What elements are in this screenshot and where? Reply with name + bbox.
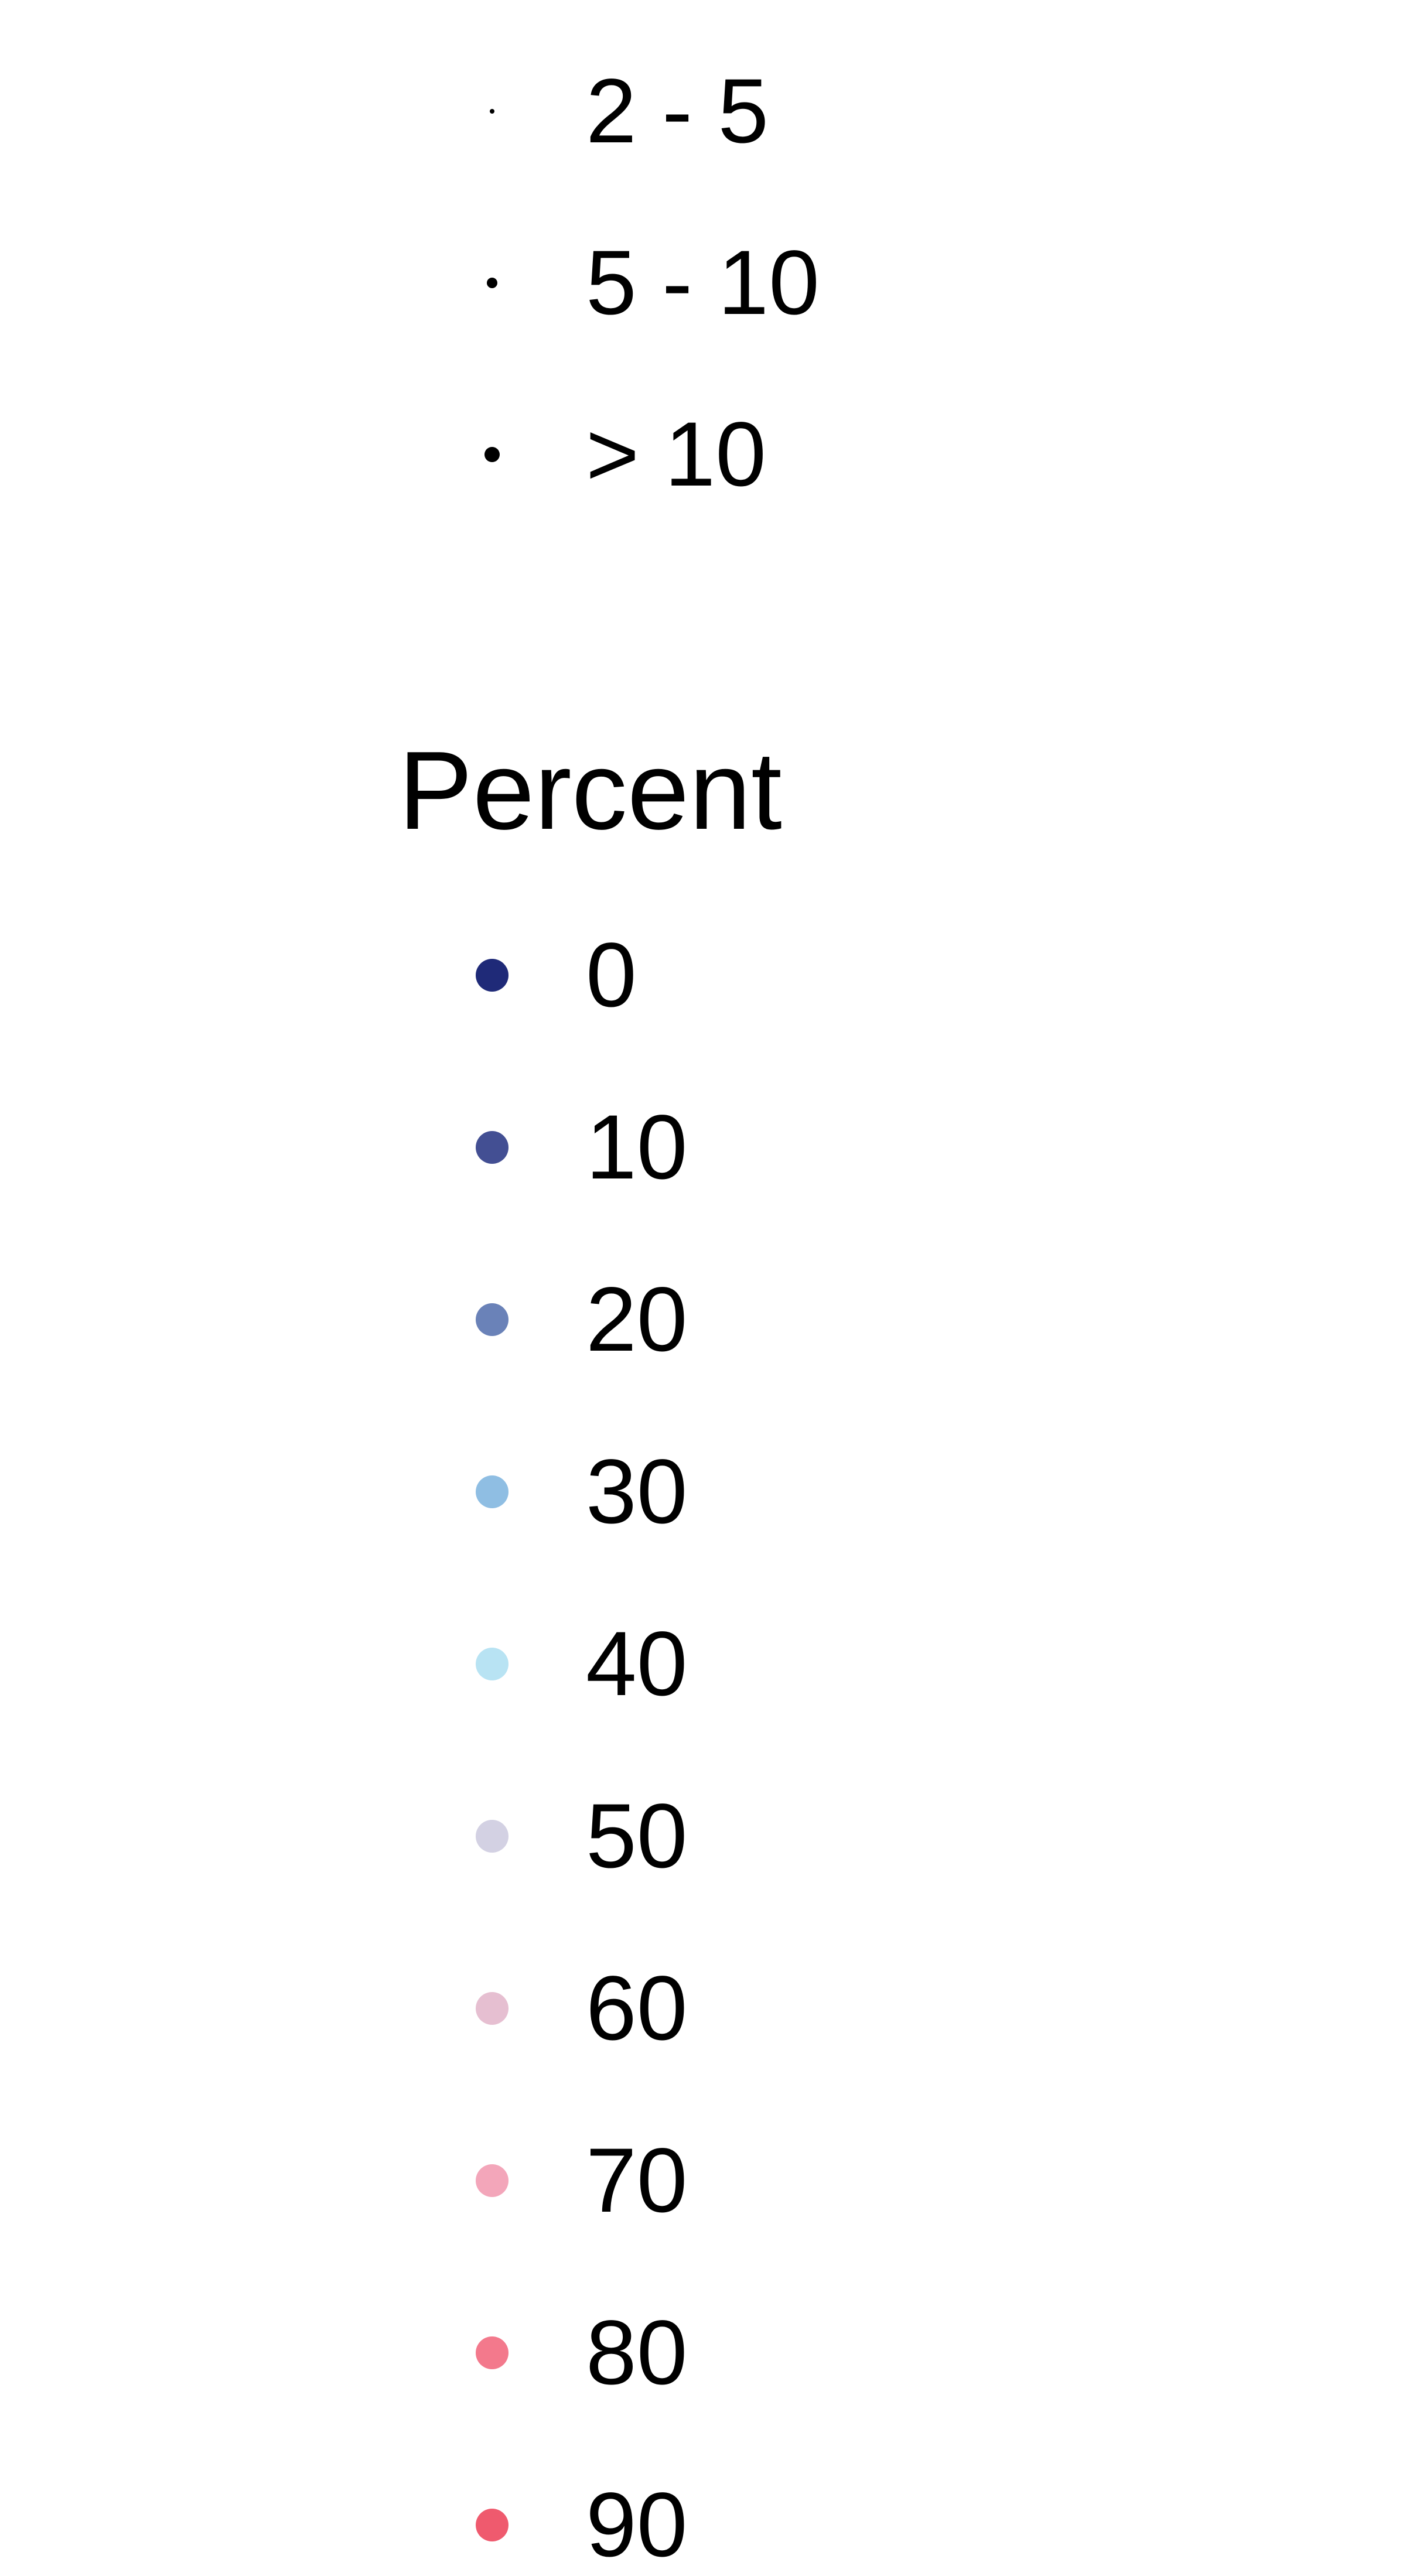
percent-legend-label: 50 <box>586 1785 688 1887</box>
percent-legend-marker <box>476 2509 509 2541</box>
percent-legend-item: 60 <box>0 0 1406 2054</box>
percent-legend-item: 30 <box>0 0 1406 1538</box>
size-legend-marker <box>484 447 500 462</box>
percent-legend-label: 70 <box>586 2130 688 2232</box>
percent-legend-marker <box>476 1648 509 1680</box>
size-legend-label: 5 - 10 <box>586 232 820 334</box>
percent-legend-item: 40 <box>0 0 1406 1710</box>
percent-legend-label: 90 <box>586 2474 688 2576</box>
percent-legend-label: 10 <box>586 1096 688 1198</box>
percent-legend-label: 40 <box>586 1613 688 1715</box>
percent-legend-marker <box>476 1475 509 1508</box>
percent-legend-item: 80 <box>0 0 1406 2399</box>
percent-legend-marker <box>476 1820 509 1853</box>
percent-legend-marker <box>476 959 509 992</box>
percent-legend-item: 0 <box>0 0 1406 1021</box>
size-legend-item: 5 - 10 <box>0 0 1406 329</box>
percent-legend-marker <box>476 1303 509 1336</box>
percent-legend-marker <box>476 2164 509 2197</box>
percent-legend-marker <box>476 1131 509 1164</box>
percent-legend-label: 30 <box>586 1441 688 1543</box>
size-legend-label: 2 - 5 <box>586 60 769 162</box>
percent-legend-label: 0 <box>586 924 637 1026</box>
percent-legend-item: 70 <box>0 0 1406 2226</box>
percent-legend-title: Percent <box>398 729 782 853</box>
size-legend-marker <box>487 278 497 288</box>
size-legend-label: > 10 <box>586 404 766 505</box>
percent-legend-label: 80 <box>586 2302 688 2404</box>
percent-legend-item: 50 <box>0 0 1406 1882</box>
size-legend-item: > 10 <box>0 0 1406 500</box>
percent-legend-item: 20 <box>0 0 1406 1365</box>
percent-legend-marker <box>476 2336 509 2369</box>
percent-legend-label: 20 <box>586 1269 688 1371</box>
percent-legend-marker <box>476 1992 509 2025</box>
percent-legend-label: 60 <box>586 1957 688 2059</box>
percent-legend-item: 10 <box>0 0 1406 1193</box>
size-legend-marker <box>490 109 494 114</box>
size-legend-item: 2 - 5 <box>0 0 1406 157</box>
